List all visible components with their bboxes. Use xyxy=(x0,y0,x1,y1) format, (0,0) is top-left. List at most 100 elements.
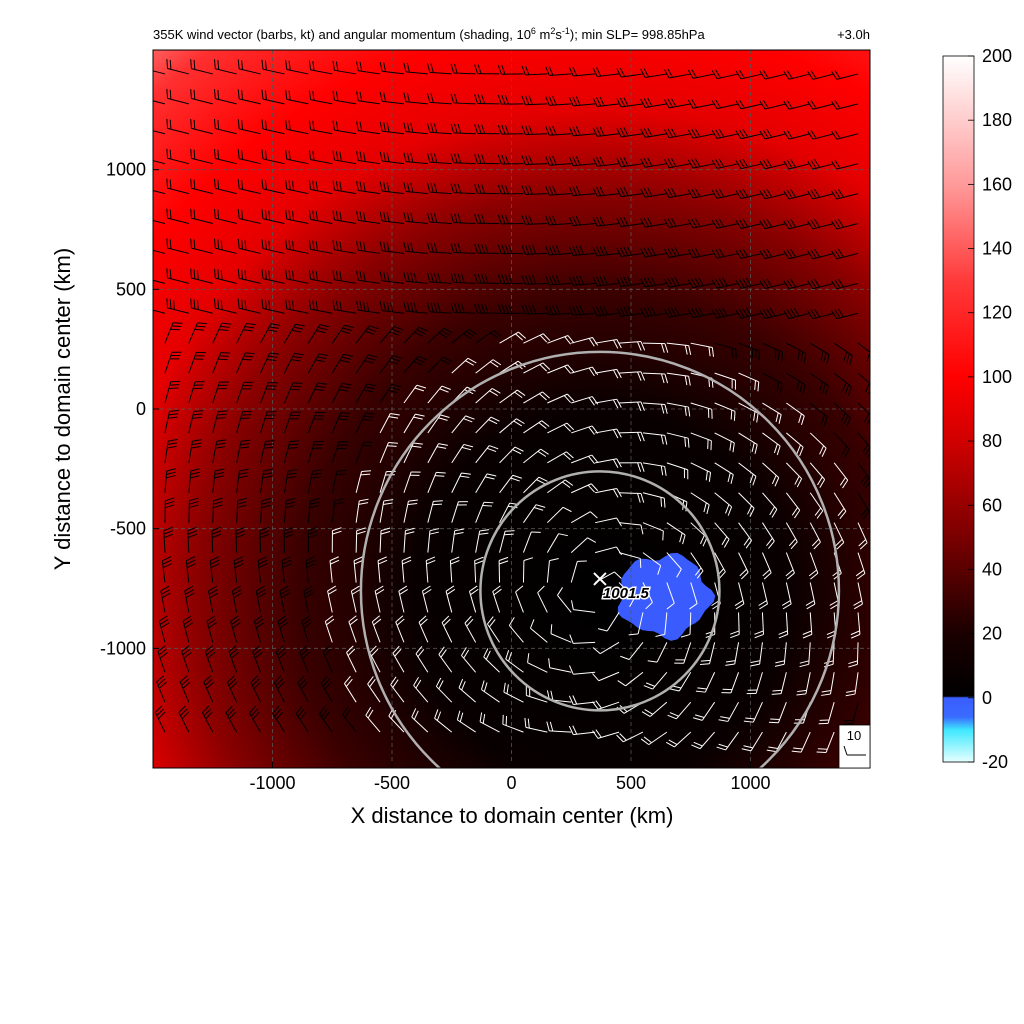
wind-barb xyxy=(640,306,667,318)
wind-barb xyxy=(497,214,524,225)
min-slp-label: 1001.5 xyxy=(603,585,650,602)
wind-barb xyxy=(332,90,357,105)
wind-barb xyxy=(642,372,669,384)
wind-barb xyxy=(595,368,622,379)
wind-barb xyxy=(666,462,689,480)
wind-barb xyxy=(260,439,275,463)
wind-barb xyxy=(329,556,340,583)
wind-barb xyxy=(297,675,309,703)
wind-barb xyxy=(252,645,263,673)
wind-barb xyxy=(331,382,352,404)
wind-barb xyxy=(499,331,527,344)
wind-barb xyxy=(427,528,440,553)
wind-barb xyxy=(283,440,300,463)
wind-barb xyxy=(390,676,405,703)
wind-barb xyxy=(592,186,620,197)
wind-barb xyxy=(783,70,811,80)
wind-barb xyxy=(807,218,835,230)
wind-barb xyxy=(160,585,171,613)
wind-barb xyxy=(616,67,644,78)
wind-barb xyxy=(853,582,863,610)
wind-barb xyxy=(451,357,477,374)
wind-barb xyxy=(342,706,357,733)
wind-barb xyxy=(735,218,763,230)
wind-barb xyxy=(502,714,524,733)
wind-barb xyxy=(809,522,821,550)
wind-barb xyxy=(475,473,497,494)
wind-barb xyxy=(213,178,237,195)
wind-barb xyxy=(475,445,499,464)
wind-barb xyxy=(690,402,713,419)
wind-barb xyxy=(796,672,811,696)
wind-barb xyxy=(403,122,428,135)
y-tick-label: 500 xyxy=(116,279,146,299)
wind-barb xyxy=(259,526,270,553)
wind-barb xyxy=(809,402,828,426)
wind-barb xyxy=(237,149,261,165)
wind-barb xyxy=(640,246,667,258)
wind-barb xyxy=(570,537,597,553)
wind-barb xyxy=(283,469,298,493)
wind-barb xyxy=(379,241,405,254)
wind-barb xyxy=(647,642,668,663)
wind-barb xyxy=(735,307,763,319)
wind-barb xyxy=(237,238,261,254)
wind-barb xyxy=(641,701,668,717)
wind-barb xyxy=(571,483,599,494)
wind-barb xyxy=(499,446,524,464)
wind-barb xyxy=(307,440,324,463)
wind-barb xyxy=(344,675,357,703)
wind-barb xyxy=(735,99,763,110)
wind-barb xyxy=(693,701,716,721)
wind-barb xyxy=(283,411,301,434)
colorbar-tick-label: 40 xyxy=(982,559,1002,579)
wind-barb xyxy=(522,531,541,553)
wind-barb xyxy=(379,61,405,75)
wind-barb xyxy=(379,325,404,344)
wind-barb xyxy=(843,702,859,725)
range-ring xyxy=(479,470,721,712)
wind-barb xyxy=(497,94,524,105)
wind-barb xyxy=(308,299,333,314)
wind-barb xyxy=(285,179,309,195)
wind-barb xyxy=(499,389,526,404)
wind-barb xyxy=(307,353,329,374)
wind-barb xyxy=(307,469,322,493)
wind-barb xyxy=(687,218,715,229)
wind-barb xyxy=(665,731,692,748)
wind-barb xyxy=(762,432,781,456)
wind-barb xyxy=(403,442,423,464)
wind-barb xyxy=(379,442,398,464)
wind-barb xyxy=(248,705,261,733)
wind-barb xyxy=(807,130,835,140)
wind-barb xyxy=(153,249,166,254)
wind-barb xyxy=(324,615,335,643)
wind-barb xyxy=(592,641,620,655)
wind-barb xyxy=(332,240,357,254)
wind-barb xyxy=(480,680,500,703)
forecast-time: +3.0h xyxy=(837,27,870,42)
wind-barb xyxy=(237,89,261,105)
wind-barb xyxy=(821,672,835,696)
wind-barb xyxy=(690,342,715,357)
wind-barb xyxy=(450,63,476,75)
wind-barb xyxy=(356,181,381,195)
wind-barb xyxy=(474,154,500,165)
wind-barb xyxy=(734,582,745,610)
wind-barb xyxy=(667,701,692,720)
wind-barb xyxy=(379,211,405,225)
wind-barb xyxy=(261,269,285,284)
wind-barb xyxy=(153,309,166,314)
wind-barb xyxy=(664,68,691,79)
wind-barb xyxy=(568,245,596,257)
wind-barb xyxy=(785,522,798,550)
wind-barb xyxy=(690,462,712,482)
wind-barb xyxy=(166,298,189,314)
wind-barb xyxy=(284,323,305,344)
wind-barb xyxy=(782,582,792,610)
wind-barb xyxy=(379,151,405,165)
wind-barb xyxy=(687,247,715,259)
wind-barb xyxy=(206,615,217,643)
wind-barb xyxy=(426,63,452,75)
wind-barb xyxy=(546,721,572,733)
